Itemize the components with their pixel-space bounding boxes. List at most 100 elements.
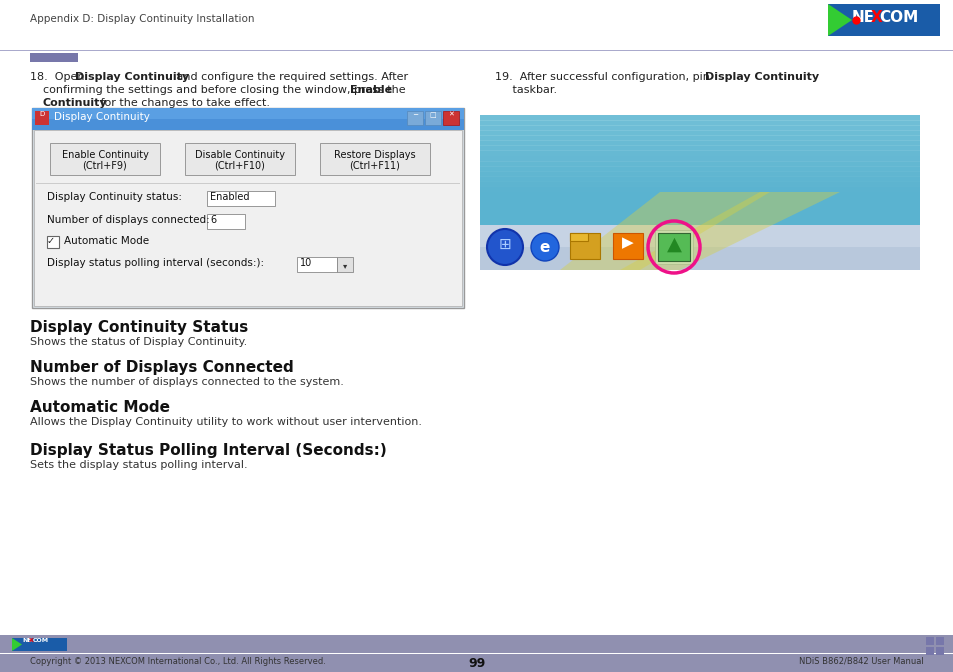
Text: (Ctrl+F9): (Ctrl+F9) — [83, 161, 128, 171]
Bar — [613, 233, 642, 259]
Text: Copyright © 2013 NEXCOM International Co., Ltd. All Rights Reserved.: Copyright © 2013 NEXCOM International Co… — [30, 657, 326, 666]
Text: ✓: ✓ — [47, 236, 55, 246]
Polygon shape — [827, 4, 851, 36]
Text: Enable Continuity: Enable Continuity — [62, 150, 149, 160]
Text: Display Continuity status:: Display Continuity status: — [47, 192, 182, 202]
Bar — [479, 156, 919, 162]
Bar — [479, 115, 919, 121]
Bar — [479, 225, 919, 247]
Bar — [479, 186, 919, 192]
Bar — [185, 143, 294, 175]
Bar — [424, 111, 440, 125]
Bar — [479, 166, 919, 172]
Text: ▲: ▲ — [666, 235, 680, 254]
Bar — [479, 171, 919, 177]
Text: 99: 99 — [468, 657, 485, 670]
Bar — [0, 50, 953, 51]
Bar — [479, 176, 919, 182]
Text: Enabled: Enabled — [210, 192, 250, 202]
Text: 18.  Open: 18. Open — [30, 72, 88, 82]
Bar — [50, 143, 160, 175]
Text: X: X — [870, 10, 882, 25]
Text: NE: NE — [851, 10, 874, 25]
Text: Sets the display status polling interval.: Sets the display status polling interval… — [30, 460, 248, 470]
Bar — [32, 108, 463, 130]
Text: (Ctrl+F11): (Ctrl+F11) — [349, 161, 400, 171]
Bar — [827, 4, 939, 36]
Bar — [479, 130, 919, 136]
Text: COM: COM — [33, 638, 49, 643]
Text: ▶: ▶ — [621, 235, 633, 250]
Text: e: e — [539, 240, 550, 255]
Bar — [207, 191, 274, 206]
Text: NDiS B862/B842 User Manual: NDiS B862/B842 User Manual — [799, 657, 923, 666]
Bar — [12, 638, 67, 651]
Text: 19.  After successful configuration, pin: 19. After successful configuration, pin — [495, 72, 713, 82]
Text: NE: NE — [22, 638, 31, 643]
Bar — [442, 111, 458, 125]
Bar — [479, 161, 919, 167]
Polygon shape — [619, 192, 840, 270]
Bar — [569, 233, 587, 241]
Bar — [336, 257, 353, 272]
Bar — [30, 53, 78, 62]
Text: ▾: ▾ — [342, 261, 347, 270]
Bar — [35, 111, 49, 125]
Text: ⊞: ⊞ — [498, 237, 511, 252]
Text: Disable Continuity: Disable Continuity — [194, 150, 285, 160]
Bar — [925, 647, 933, 655]
Bar — [935, 637, 943, 645]
Text: Automatic Mode: Automatic Mode — [64, 236, 149, 246]
Text: Display Continuity Status: Display Continuity Status — [30, 320, 248, 335]
Bar — [479, 145, 919, 151]
Bar — [296, 257, 336, 272]
Text: Number of displays connected:: Number of displays connected: — [47, 215, 210, 225]
Bar — [319, 143, 430, 175]
Bar — [658, 233, 689, 261]
Bar — [479, 125, 919, 131]
Text: confirming the settings and before closing the window, press the: confirming the settings and before closi… — [43, 85, 409, 95]
Bar — [36, 183, 459, 184]
Bar — [0, 635, 953, 672]
Bar — [407, 111, 422, 125]
Text: for the changes to take effect.: for the changes to take effect. — [97, 98, 270, 108]
Text: Automatic Mode: Automatic Mode — [30, 400, 170, 415]
Bar — [207, 214, 245, 229]
Text: □: □ — [429, 112, 436, 118]
Bar — [479, 140, 919, 146]
Text: Restore Displays: Restore Displays — [334, 150, 416, 160]
Circle shape — [486, 229, 522, 265]
Polygon shape — [559, 192, 769, 270]
Text: Appendix D: Display Continuity Installation: Appendix D: Display Continuity Installat… — [30, 14, 254, 24]
Text: Enable: Enable — [350, 85, 392, 95]
Text: 6: 6 — [210, 215, 216, 225]
Text: taskbar.: taskbar. — [495, 85, 557, 95]
Text: X: X — [29, 638, 34, 643]
Bar — [479, 135, 919, 141]
Bar — [479, 181, 919, 187]
Polygon shape — [12, 638, 22, 651]
Text: Allows the Display Continuity utility to work without user intervention.: Allows the Display Continuity utility to… — [30, 417, 421, 427]
Text: Display Status Polling Interval (Seconds:): Display Status Polling Interval (Seconds… — [30, 443, 386, 458]
Text: Display Continuity: Display Continuity — [704, 72, 819, 82]
Text: Shows the number of displays connected to the system.: Shows the number of displays connected t… — [30, 377, 343, 387]
Text: Number of Displays Connected: Number of Displays Connected — [30, 360, 294, 375]
Text: ✕: ✕ — [448, 112, 454, 118]
Text: Display status polling interval (seconds:):: Display status polling interval (seconds… — [47, 258, 264, 268]
Text: 10: 10 — [299, 258, 312, 268]
Text: Display Continuity: Display Continuity — [75, 72, 189, 82]
Bar — [34, 130, 461, 306]
Text: Display Continuity: Display Continuity — [54, 112, 150, 122]
Bar — [479, 115, 919, 270]
Bar — [479, 150, 919, 156]
Text: COM: COM — [878, 10, 918, 25]
Text: and configure the required settings. After: and configure the required settings. Aft… — [172, 72, 408, 82]
Bar — [479, 225, 919, 270]
Circle shape — [531, 233, 558, 261]
Bar — [569, 233, 599, 259]
Bar — [32, 108, 463, 308]
Bar — [47, 236, 59, 248]
Text: ─: ─ — [413, 112, 416, 118]
Bar — [0, 0, 953, 50]
Bar — [0, 653, 953, 654]
